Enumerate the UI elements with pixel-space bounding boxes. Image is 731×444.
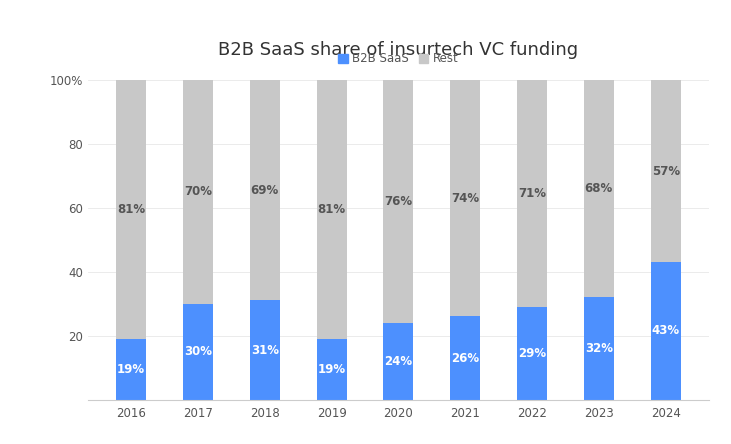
Text: 81%: 81% (117, 203, 145, 216)
Text: 43%: 43% (651, 325, 680, 337)
Text: 74%: 74% (451, 192, 480, 205)
Text: 29%: 29% (518, 347, 546, 360)
Text: 70%: 70% (184, 185, 212, 198)
Title: B2B SaaS share of insurtech VC funding: B2B SaaS share of insurtech VC funding (219, 41, 578, 59)
Bar (651, 262, 681, 400)
Bar (317, 339, 346, 400)
Bar (584, 297, 614, 400)
Bar (383, 80, 414, 323)
Bar (183, 304, 213, 400)
Bar (517, 307, 547, 400)
Legend: B2B SaaS, Rest: B2B SaaS, Rest (333, 48, 463, 70)
Bar (317, 80, 346, 339)
Text: 32%: 32% (585, 342, 613, 355)
Bar (517, 80, 547, 307)
Bar (250, 80, 280, 301)
Text: 68%: 68% (585, 182, 613, 195)
Text: 24%: 24% (385, 355, 412, 368)
Bar (250, 301, 280, 400)
Text: 30%: 30% (184, 345, 212, 358)
Text: 81%: 81% (317, 203, 346, 216)
Bar (116, 339, 146, 400)
Text: 57%: 57% (651, 165, 680, 178)
Bar (450, 80, 480, 317)
Text: 19%: 19% (317, 363, 346, 376)
Text: 76%: 76% (385, 195, 412, 208)
Text: 19%: 19% (117, 363, 145, 376)
Bar (383, 323, 414, 400)
Bar (116, 80, 146, 339)
Text: 69%: 69% (251, 184, 279, 197)
Text: 31%: 31% (251, 344, 279, 357)
Bar (450, 317, 480, 400)
Bar (584, 80, 614, 297)
Text: 26%: 26% (451, 352, 480, 365)
Bar (183, 80, 213, 304)
Bar (651, 80, 681, 262)
Text: 71%: 71% (518, 187, 546, 200)
